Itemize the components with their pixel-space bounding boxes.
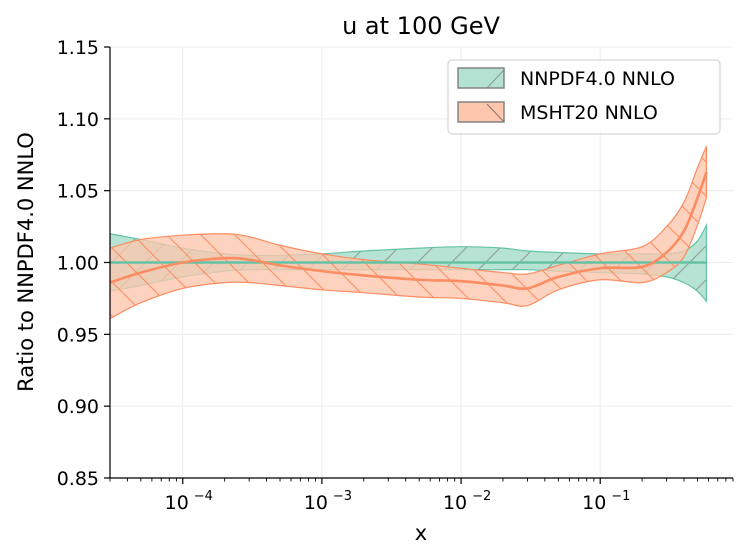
y-tick-label: 1.15	[57, 37, 99, 59]
y-tick-label: 0.95	[57, 324, 99, 346]
y-tick-label: 0.90	[57, 396, 99, 418]
legend-swatch-border-msht	[457, 101, 505, 123]
legend: NNPDF4.0 NNLO MSHT20 NNLO	[447, 59, 721, 135]
x-tick-label: 10	[304, 492, 328, 514]
x-ticks: 10 −4 10 −3 10 −2 10 −1	[109, 478, 734, 514]
central-line-msht	[110, 171, 708, 290]
legend-swatch-msht	[458, 102, 504, 122]
y-tick-label: 1.05	[57, 181, 99, 203]
legend-frame	[447, 59, 721, 135]
legend-swatch-border-nnpdf	[457, 67, 505, 89]
y-axis-label: Ratio to NNPDF4.0 NNLO	[14, 132, 38, 392]
x-tick-exponent: −3	[333, 489, 352, 504]
legend-hatch-nnpdf	[486, 69, 505, 89]
legend-swatch-nnpdf	[458, 68, 504, 88]
legend-hatch-msht	[486, 103, 505, 123]
y-ticks: 0.85 0.90 0.95 1.00 1.05 1.10 1.15	[57, 37, 110, 490]
x-axis-label: x	[415, 521, 427, 545]
legend-label-msht: MSHT20 NNLO	[520, 102, 658, 124]
series-layer	[110, 145, 708, 320]
legend-label-nnpdf: NNPDF4.0 NNLO	[520, 68, 675, 90]
y-tick-label: 1.10	[57, 109, 99, 131]
chart-title: u at 100 GeV	[342, 12, 500, 40]
y-tick-label: 0.85	[57, 468, 99, 490]
y-tick-label: 1.00	[57, 253, 99, 275]
legend-item-nnpdf: NNPDF4.0 NNLO	[457, 67, 675, 90]
legend-item-msht: MSHT20 NNLO	[457, 101, 658, 124]
x-tick-exponent: −2	[472, 489, 491, 504]
x-tick-exponent: −1	[611, 489, 630, 504]
band-msht	[110, 145, 708, 320]
x-tick-exponent: −4	[194, 489, 213, 504]
x-tick-label: 10	[165, 492, 189, 514]
x-tick-label: 10	[582, 492, 606, 514]
x-tick-label: 10	[443, 492, 467, 514]
